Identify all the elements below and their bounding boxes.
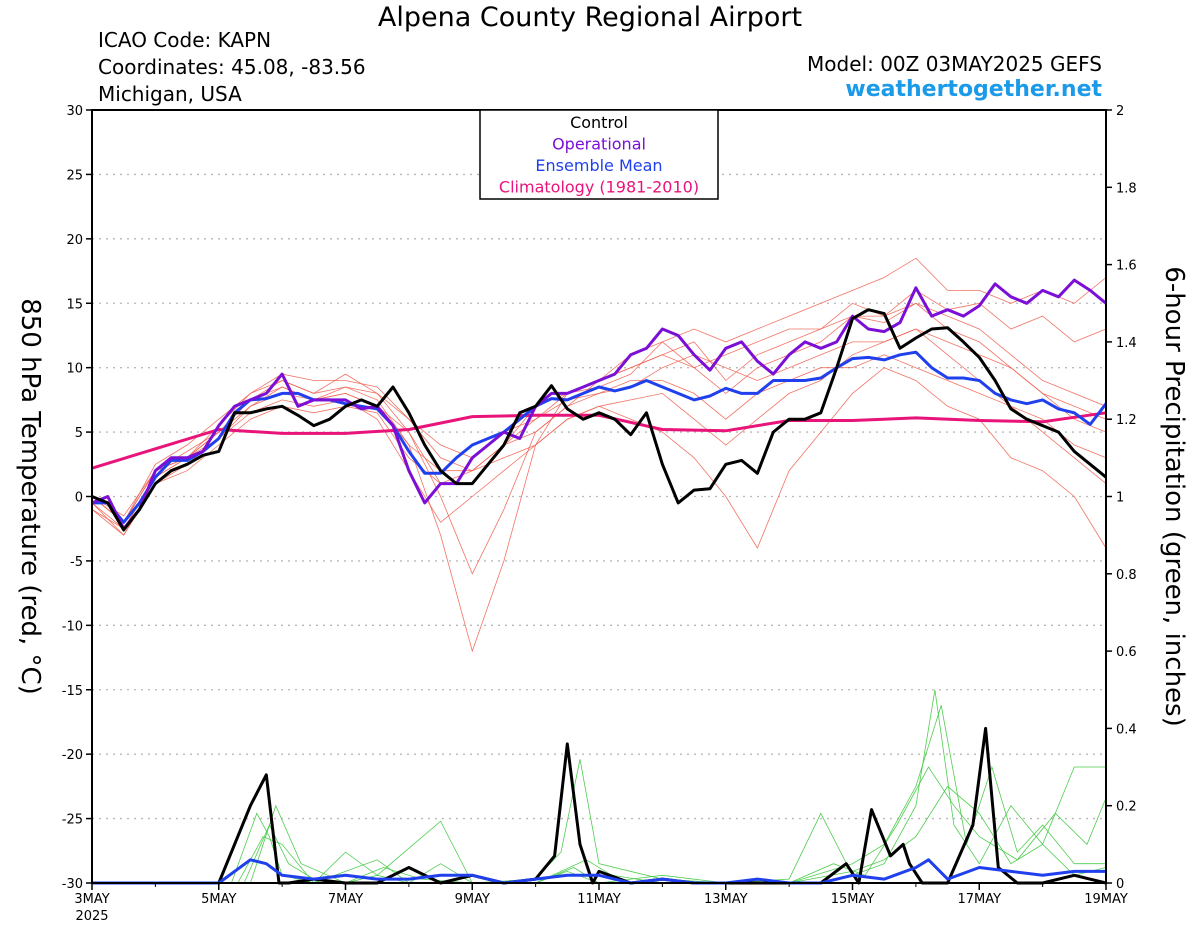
temperature-member-line [91,257,1107,523]
precipitation-member-line [92,689,1106,884]
y-right-tick-label: 0 [1116,877,1124,892]
legend-entry: Climatology (1981-2010) [499,178,699,197]
temperature-member-line [91,367,1107,549]
website-link[interactable]: weathertogether.net [845,77,1102,102]
legend-entry: Operational [552,135,646,154]
y-left-axis-label: 850 hPa Temperature (red, °C) [15,298,45,695]
temperature-member-line [91,328,1107,530]
temperature-operational-line [91,278,1107,531]
model-run: Model: 00Z 03MAY2025 GEFS [807,52,1102,76]
y-left-tick-label: 10 [66,362,83,377]
y-right-tick-label: 2 [1116,104,1124,119]
legend: Control Operational Ensemble Mean Climatolo… [479,109,719,200]
y-right-tick-label: 1.8 [1116,181,1137,196]
legend-box [479,109,719,200]
y-left-tick-label: -30 [62,877,83,892]
legend-entry: Control [570,113,628,132]
x-tick-label: 15MAY [831,892,875,907]
x-tick-label: 5MAY [201,892,236,907]
y-right-axis-label: 6-hour Precipitation (green, inches) [1159,266,1189,726]
y-left-tick-label: 0 [75,491,83,506]
y-right-tick-label: 0.4 [1116,722,1137,737]
y-left-tick-label: -20 [62,748,83,763]
y-right-tick-label: 1.6 [1116,259,1137,274]
grid-lines [92,173,1106,820]
temperature-ensemble-mean-line [92,350,1108,524]
x-year-label: 2025 [75,909,108,924]
y-left-tick-label: 20 [66,233,83,248]
x-tick-label: 19MAY [1084,892,1128,907]
precipitation-ensemble-mean-line [92,858,1106,885]
y-right-tick-label: 1.2 [1116,413,1137,428]
legend-entry: Ensemble Mean [535,156,662,175]
y-left-tick-label: 5 [75,426,83,441]
y-right-tick-label: 0.6 [1116,645,1137,660]
chart-title: Alpena County Regional Airport [377,2,803,33]
series-lines [91,278,1108,885]
y-right-tick-label: 1 [1116,491,1124,506]
y-left-tick-label: 15 [66,297,83,312]
region: Michigan, USA [98,82,242,106]
x-tick-label: 13MAY [704,892,748,907]
x-tick-label: 9MAY [455,892,490,907]
x-tick-label: 17MAY [957,892,1001,907]
temperature-climatology-1981-2010--line [91,411,1107,470]
y-left-tick-label: -15 [62,684,83,699]
y-left-tick-label: -5 [70,555,83,570]
y-left-tick-label: -25 [62,813,83,828]
x-tick-label: 7MAY [328,892,363,907]
y-right-tick-label: 1.4 [1116,336,1137,351]
icao-code: ICAO Code: KAPN [98,28,272,52]
y-left-tick-label: -10 [62,619,83,634]
ensemble-members [91,257,1107,884]
y-left-tick-label: 30 [66,104,83,119]
y-left-tick-label: 25 [66,168,83,183]
temperature-member-line [91,302,1107,653]
axes: -30-25-20-15-10-505101520253000.20.40.60… [15,104,1189,924]
y-right-tick-label: 0.2 [1116,800,1137,815]
x-tick-label: 3MAY [74,892,109,907]
coordinates: Coordinates: 45.08, -83.56 [98,55,366,79]
y-right-tick-label: 0.8 [1116,568,1137,583]
x-tick-label: 11MAY [577,892,621,907]
temperature-control-line [91,308,1107,532]
precipitation-member-line [92,705,1106,884]
temperature-member-line [91,328,1107,536]
